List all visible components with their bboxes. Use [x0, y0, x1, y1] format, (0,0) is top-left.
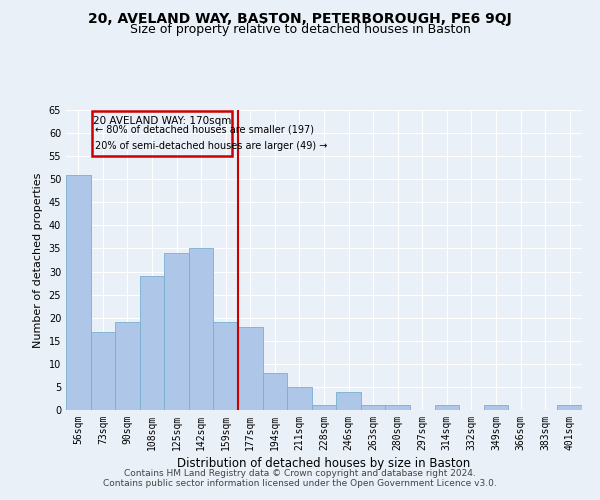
- Bar: [66, 174, 91, 410]
- Text: Contains HM Land Registry data © Crown copyright and database right 2024.: Contains HM Land Registry data © Crown c…: [124, 468, 476, 477]
- Text: 20 AVELAND WAY: 170sqm: 20 AVELAND WAY: 170sqm: [92, 116, 231, 126]
- Text: 20, AVELAND WAY, BASTON, PETERBOROUGH, PE6 9QJ: 20, AVELAND WAY, BASTON, PETERBOROUGH, P…: [88, 12, 512, 26]
- Text: 20% of semi-detached houses are larger (49) →: 20% of semi-detached houses are larger (…: [95, 141, 328, 151]
- Bar: [336, 392, 361, 410]
- Bar: [263, 373, 287, 410]
- Bar: [91, 332, 115, 410]
- Bar: [484, 406, 508, 410]
- Bar: [434, 406, 459, 410]
- Bar: [140, 276, 164, 410]
- Text: Size of property relative to detached houses in Baston: Size of property relative to detached ho…: [130, 22, 470, 36]
- Bar: [312, 406, 336, 410]
- Text: Contains public sector information licensed under the Open Government Licence v3: Contains public sector information licen…: [103, 478, 497, 488]
- Bar: [238, 327, 263, 410]
- X-axis label: Distribution of detached houses by size in Baston: Distribution of detached houses by size …: [178, 457, 470, 470]
- Text: ← 80% of detached houses are smaller (197): ← 80% of detached houses are smaller (19…: [95, 124, 314, 134]
- Bar: [92, 111, 232, 156]
- Bar: [361, 406, 385, 410]
- Bar: [214, 322, 238, 410]
- Bar: [287, 387, 312, 410]
- Bar: [385, 406, 410, 410]
- Bar: [557, 406, 582, 410]
- Bar: [189, 248, 214, 410]
- Y-axis label: Number of detached properties: Number of detached properties: [33, 172, 43, 348]
- Bar: [115, 322, 140, 410]
- Bar: [164, 253, 189, 410]
